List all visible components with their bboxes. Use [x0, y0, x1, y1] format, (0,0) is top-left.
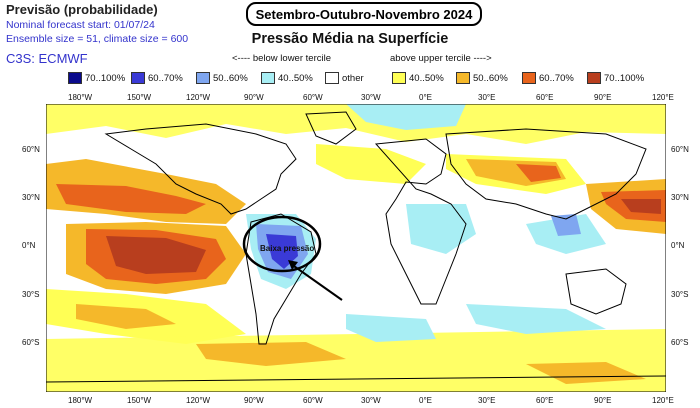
lat-label: 30°N: [22, 193, 40, 202]
below-tercile-label: <---- below lower tercile: [232, 53, 331, 64]
coastlines: [46, 111, 666, 383]
season-title: Setembro-Outubro-Novembro 2024: [255, 6, 473, 22]
bottom-lon-label: 120°E: [652, 396, 674, 405]
legend-swatch: [261, 72, 275, 84]
annotation-group: Baixa pressão: [242, 215, 343, 301]
legend-swatch: [131, 72, 145, 84]
bottom-lon-label: 180°W: [68, 396, 93, 405]
ensemble-size-text: Ensemble size = 51, climate size = 600: [6, 33, 189, 45]
top-lon-label: 180°W: [68, 93, 93, 102]
lat-label: 30°S: [22, 290, 40, 299]
top-lon-label: 150°W: [127, 93, 152, 102]
legend-item: 50..60%: [456, 71, 508, 85]
map-title: Pressão Média na Superfície: [251, 31, 449, 47]
legend-label: other: [342, 72, 364, 84]
top-lon-label: 120°W: [186, 93, 211, 102]
top-lon-label: 30°W: [361, 93, 381, 102]
bottom-lon-label: 0°E: [419, 396, 432, 405]
legend-item: 60..70%: [131, 71, 183, 85]
top-lon-label: 90°E: [594, 93, 612, 102]
top-lon-label: 90°W: [244, 93, 264, 102]
probability-map: Baixa pressão: [46, 104, 666, 392]
bottom-lon-label: 150°W: [127, 396, 152, 405]
model-name: C3S: ECMWF: [6, 51, 88, 66]
legend-item: 70..100%: [587, 71, 644, 85]
legend-swatch: [196, 72, 210, 84]
bottom-lon-label: 90°E: [594, 396, 612, 405]
top-lon-label: 120°E: [652, 93, 674, 102]
low-pressure-circle: [242, 215, 322, 273]
legend-item: 70..100%: [68, 71, 125, 85]
legend-item: 40..50%: [392, 71, 444, 85]
legend-swatch: [456, 72, 470, 84]
legend-item: 50..60%: [196, 71, 248, 85]
legend-label: 70..100%: [85, 72, 126, 84]
bottom-lon-label: 30°W: [361, 396, 381, 405]
bottom-lon-label: 60°E: [536, 396, 554, 405]
legend-swatch: [325, 72, 339, 84]
bottom-lon-label: 60°W: [303, 396, 323, 405]
top-lon-label: 30°E: [478, 93, 496, 102]
lat-label: 30°S: [671, 290, 689, 299]
legend-label: 50..60%: [473, 72, 508, 84]
season-title-box: Setembro-Outubro-Novembro 2024: [246, 2, 482, 26]
arrow-head-icon: [288, 260, 298, 270]
low-pressure-label: Baixa pressão: [260, 244, 314, 253]
top-lon-label: 0°E: [419, 93, 432, 102]
bottom-lon-label: 30°E: [478, 396, 496, 405]
legend-swatch: [392, 72, 406, 84]
forecast-start-text: Nominal forecast start: 01/07/24: [6, 19, 155, 31]
lat-label: 60°S: [22, 338, 40, 347]
lat-label: 60°N: [671, 145, 689, 154]
legend-label: 60..70%: [539, 72, 574, 84]
top-lon-label: 60°W: [303, 93, 323, 102]
bottom-lon-label: 90°W: [244, 396, 264, 405]
annotation-arrow: [290, 263, 343, 301]
legend-item: 60..70%: [522, 71, 574, 85]
lat-label: 60°S: [671, 338, 689, 347]
legend-swatch: [522, 72, 536, 84]
legend-label: 60..70%: [148, 72, 183, 84]
bottom-lon-label: 120°W: [186, 396, 211, 405]
legend-label: 40..50%: [278, 72, 313, 84]
lat-label: 0°N: [671, 241, 685, 250]
lat-label: 0°N: [22, 241, 36, 250]
legend-item: 40..50%: [261, 71, 313, 85]
legend-item: other: [325, 71, 364, 85]
legend-swatch: [587, 72, 601, 84]
legend-swatch: [68, 72, 82, 84]
legend-label: 70..100%: [604, 72, 645, 84]
lat-label: 60°N: [22, 145, 40, 154]
lat-label: 30°N: [671, 193, 689, 202]
legend-label: 40..50%: [409, 72, 444, 84]
forecast-title: Previsão (probabilidade): [6, 2, 158, 17]
above-tercile-label: above upper tercile ---->: [390, 53, 492, 64]
probability-shading: [46, 104, 666, 392]
top-lon-label: 60°E: [536, 93, 554, 102]
legend-label: 50..60%: [213, 72, 248, 84]
